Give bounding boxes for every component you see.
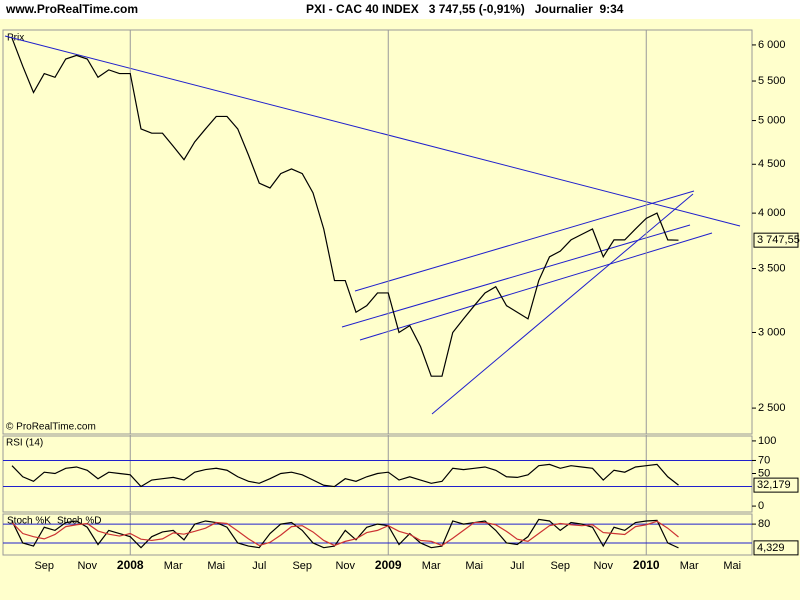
x-tick-label: Sep xyxy=(550,560,570,572)
trendline xyxy=(359,232,713,341)
trendlines xyxy=(4,35,741,415)
x-tick-label: Mar xyxy=(680,560,699,572)
copyright: © ProRealTime.com xyxy=(6,422,96,433)
header-title: PXI - CAC 40 INDEX 3 747,55 (-0,91%) Jou… xyxy=(306,2,624,16)
x-tick-label: Mar xyxy=(164,560,183,572)
x-tick-label: Nov xyxy=(593,560,613,572)
data-line xyxy=(11,518,679,549)
trendline xyxy=(341,224,691,328)
y-tick-label: 3 500 xyxy=(758,262,786,274)
y-tick-label: 3 000 xyxy=(758,326,786,338)
x-tick-label: Nov xyxy=(77,560,97,572)
rsi-title: RSI (14) xyxy=(6,438,43,449)
y-tick-label: 5 500 xyxy=(758,75,786,87)
last-value-label: 32,179 xyxy=(757,479,791,491)
trendline xyxy=(431,193,694,415)
y-tick-label: 6 000 xyxy=(758,39,786,51)
x-tick-label: Jul xyxy=(252,560,266,572)
stoch-panel xyxy=(2,513,753,556)
x-tick-label: 2008 xyxy=(117,558,144,572)
trendline xyxy=(4,35,741,227)
price-panel xyxy=(2,29,753,435)
x-tick-label: Mai xyxy=(207,560,225,572)
last-value-box xyxy=(753,477,799,493)
y-tick-label: 2 500 xyxy=(758,402,786,414)
y-tick-label: 100 xyxy=(758,435,776,447)
x-tick-label: 2009 xyxy=(375,558,402,572)
y-tick-label: 70 xyxy=(758,454,770,466)
site-name: www.ProRealTime.com xyxy=(5,2,138,16)
last-value-box xyxy=(753,540,799,556)
x-tick-label: Sep xyxy=(34,560,54,572)
last-value-box xyxy=(753,232,799,248)
x-tick-label: Mai xyxy=(723,560,741,572)
price-title: Prix xyxy=(7,33,24,44)
trendline xyxy=(354,190,695,292)
legend-entry: Stoch %K xyxy=(7,516,51,527)
data-line xyxy=(11,463,679,488)
y-tick-label: 0 xyxy=(758,500,764,512)
y-tick-label: 4 500 xyxy=(758,158,786,170)
x-tick-label: Mai xyxy=(465,560,483,572)
last-value-label: 3 747,55 xyxy=(757,234,800,246)
x-tick-label: 2010 xyxy=(633,558,660,572)
header-bar xyxy=(0,0,800,19)
y-tick-label: 50 xyxy=(758,467,770,479)
y-tick-label: 80 xyxy=(758,518,770,530)
last-value-label: 4,329 xyxy=(757,542,785,554)
y-tick-label: 5 000 xyxy=(758,114,786,126)
x-tick-label: Mar xyxy=(422,560,441,572)
data-line xyxy=(11,37,679,377)
data-line xyxy=(11,520,679,547)
y-tick-label: 4 000 xyxy=(758,207,786,219)
x-tick-label: Sep xyxy=(292,560,312,572)
x-tick-label: Nov xyxy=(335,560,355,572)
legend-entry: Stoch %D xyxy=(57,516,101,527)
x-tick-label: Jul xyxy=(510,560,524,572)
